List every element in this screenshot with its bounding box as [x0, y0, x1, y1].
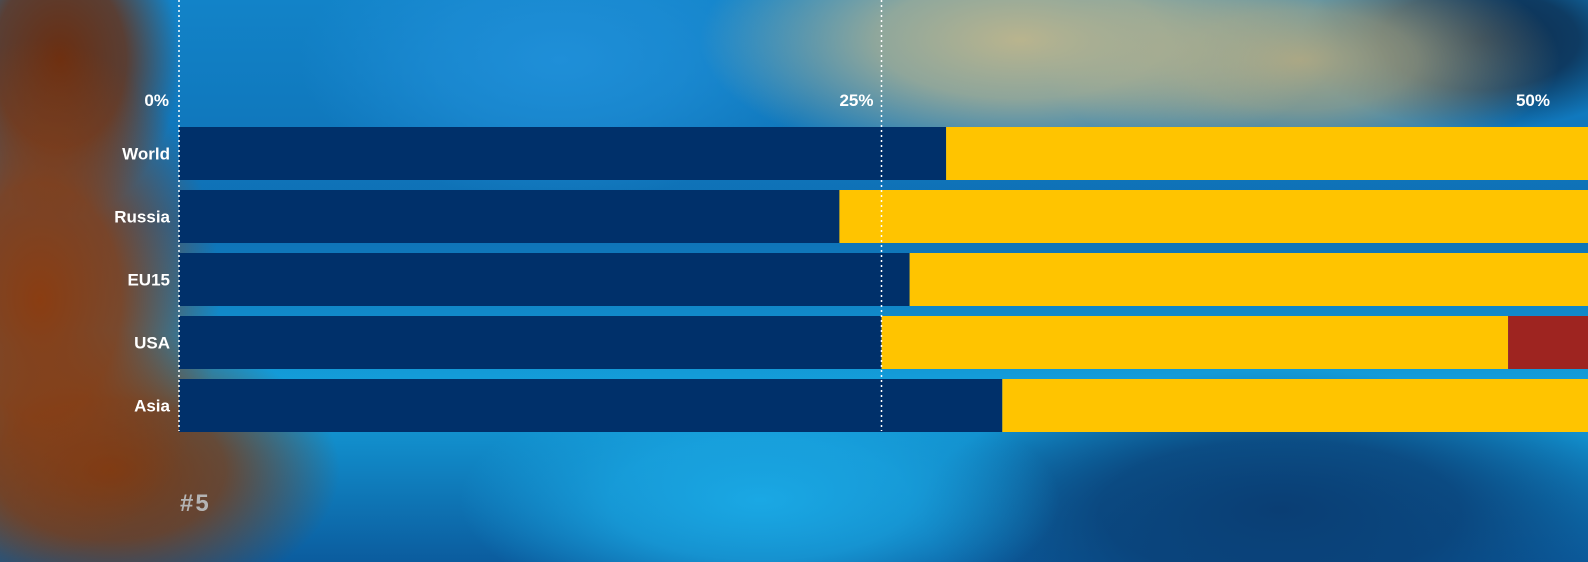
category-label-world: World	[122, 145, 170, 164]
category-labels: World Russia EU15 USA Asia	[114, 145, 170, 416]
category-label-asia: Asia	[134, 397, 170, 416]
bar-usa-series-2	[881, 316, 1509, 369]
x-tick-label-0: 0%	[144, 91, 169, 110]
page-number: #5	[180, 490, 211, 517]
category-label-eu15: EU15	[127, 271, 170, 290]
bar-asia-series-1	[179, 379, 1003, 432]
bar-russia-series-1	[179, 190, 840, 243]
gridlines-group	[178, 0, 883, 431]
category-label-usa: USA	[134, 334, 170, 353]
bar-usa-series-1	[179, 316, 882, 369]
bar-eu15-series-2	[909, 253, 1588, 306]
bar-usa-series-3	[1508, 316, 1588, 369]
bar-world-series-1	[179, 127, 947, 180]
category-label-russia: Russia	[114, 208, 170, 227]
x-tick-labels: 0% 25% 50%	[144, 91, 1550, 110]
bar-eu15-series-1	[179, 253, 910, 306]
x-tick-label-50: 50%	[1516, 91, 1550, 110]
bar-asia-series-2	[1002, 379, 1588, 432]
bars-group	[179, 127, 1588, 432]
x-tick-label-25: 25%	[839, 91, 873, 110]
bar-russia-series-2	[839, 190, 1588, 243]
bar-world-series-2	[946, 127, 1588, 180]
